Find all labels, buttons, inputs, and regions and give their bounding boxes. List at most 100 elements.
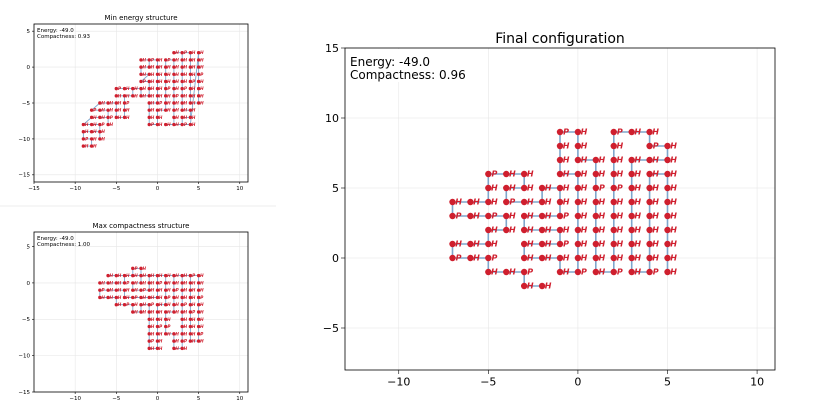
- residue-marker-p: [196, 72, 201, 76]
- residue-label: H: [670, 170, 677, 179]
- residue-label: H: [509, 212, 516, 221]
- residue-label: P: [200, 295, 204, 300]
- residue-label: H: [599, 170, 606, 179]
- compactness-annotation: Compactness: 0.96: [350, 68, 466, 82]
- residue-marker-p: [485, 212, 492, 220]
- residue-label: H: [167, 331, 171, 336]
- residue-marker-h: [81, 144, 86, 148]
- residue-label: P: [102, 288, 106, 293]
- residue-marker-h: [172, 115, 176, 120]
- residue-marker-h: [467, 212, 474, 220]
- residue-label: H: [167, 93, 171, 98]
- residue-label: H: [581, 198, 588, 207]
- residue-label: H: [527, 170, 534, 179]
- residue-marker-h: [106, 288, 110, 292]
- residue-label: H: [159, 57, 163, 62]
- residue-label: H: [563, 142, 570, 151]
- residue-label: H: [184, 331, 188, 336]
- residue-marker-h: [114, 108, 119, 112]
- residue-label: H: [93, 129, 97, 134]
- grid-lines: [33, 24, 248, 182]
- residue-marker-h: [196, 303, 201, 307]
- residue-label: H: [192, 65, 196, 70]
- residue-label: H: [159, 65, 163, 70]
- residue-marker-h: [106, 281, 110, 285]
- residue-label: H: [151, 280, 155, 285]
- residue-label: H: [509, 226, 516, 235]
- residue-label: H: [563, 170, 570, 179]
- residue-label: H: [167, 288, 171, 293]
- residue-marker-p: [180, 51, 184, 55]
- residue-marker-h: [610, 198, 617, 206]
- residue-label: H: [159, 72, 163, 77]
- residue-marker-p: [188, 273, 193, 278]
- residue-marker-p: [122, 281, 127, 285]
- residue-label: H: [200, 65, 204, 70]
- residue-marker-h: [467, 198, 474, 206]
- residue-label: H: [527, 282, 534, 291]
- residue-marker-h: [520, 184, 528, 192]
- residue-label: H: [652, 198, 659, 207]
- min-energy-panel: −15 −10 −5 0 5 10 −15 −10 −5 0 5 Min energy structu…: [18, 14, 249, 192]
- residue-label: H: [184, 295, 188, 300]
- residue-marker-h: [520, 240, 528, 248]
- residue-marker-h: [139, 72, 143, 76]
- residue-label: H: [634, 240, 641, 249]
- residue-marker-p: [89, 108, 94, 112]
- residue-marker-h: [131, 94, 135, 98]
- residue-label: H: [581, 212, 588, 221]
- residue-marker-h: [196, 58, 201, 62]
- residue-label: H: [184, 288, 188, 293]
- residue-marker-h: [139, 310, 143, 314]
- residue-marker-h: [180, 273, 184, 278]
- residue-label: P: [653, 142, 659, 151]
- residue-marker-h: [188, 108, 193, 112]
- residue-label: H: [581, 156, 588, 165]
- residue-label: H: [473, 254, 480, 263]
- residue-marker-h: [180, 288, 184, 292]
- residue-marker-p: [147, 303, 151, 307]
- residue-marker-p: [592, 184, 600, 192]
- residue-marker-h: [155, 310, 160, 314]
- residue-marker-h: [106, 101, 110, 105]
- residue-marker-h: [106, 273, 110, 278]
- residue-marker-h: [574, 226, 582, 234]
- residue-label: H: [151, 101, 155, 106]
- residue-marker-h: [520, 170, 528, 178]
- plot-area-frame: [344, 47, 776, 371]
- residue-label: P: [118, 86, 122, 91]
- residue-label: H: [184, 310, 188, 315]
- residue-marker-h: [163, 122, 168, 127]
- residue-marker-h: [196, 79, 201, 84]
- chart-title: Min energy structure: [104, 14, 177, 22]
- residue-label: H: [634, 184, 641, 193]
- residue-marker-p: [180, 86, 184, 91]
- residue-label: H: [184, 115, 188, 120]
- residue-label: H: [118, 101, 122, 106]
- residue-marker-p: [122, 303, 127, 307]
- residue-label: H: [151, 79, 155, 84]
- residue-marker-h: [147, 295, 151, 300]
- residue-marker-h: [574, 198, 582, 206]
- residue-label: H: [175, 331, 179, 336]
- residue-label: H: [652, 128, 659, 137]
- residue-marker-h: [139, 65, 143, 69]
- residue-marker-p: [155, 324, 160, 329]
- residue-label: H: [184, 93, 188, 98]
- residue-label: P: [200, 331, 204, 336]
- residue-label: H: [167, 310, 171, 315]
- residue-label: H: [545, 198, 552, 207]
- residue-marker-h: [188, 51, 193, 55]
- residue-label: H: [101, 280, 105, 285]
- residue-marker-h: [172, 310, 176, 314]
- residue-marker-h: [147, 101, 151, 105]
- residue-label: H: [159, 93, 163, 98]
- residue-marker-h: [520, 198, 528, 206]
- residue-marker-h: [610, 226, 617, 234]
- residue-label: H: [599, 212, 606, 221]
- residue-marker-h: [574, 170, 582, 178]
- residue-marker-h: [664, 226, 671, 234]
- residue-marker-p: [449, 254, 456, 262]
- residue-label: H: [134, 310, 138, 315]
